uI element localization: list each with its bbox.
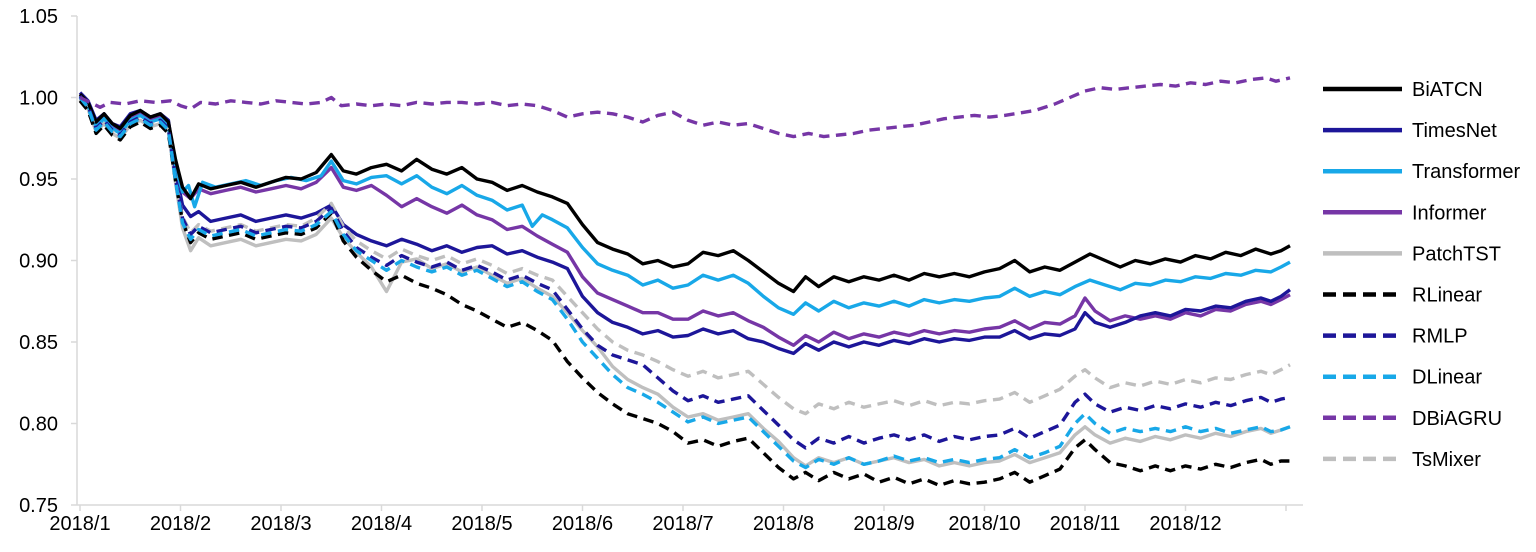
- legend-label: DBiAGRU: [1412, 408, 1502, 430]
- x-tick-label: 2018/3: [250, 513, 311, 535]
- series-line-Transformer: [78, 94, 1291, 316]
- x-tick-label: 2018/12: [1149, 513, 1221, 535]
- legend-label: Informer: [1412, 202, 1487, 224]
- series-line-PatchTST: [78, 98, 1291, 468]
- y-tick-label: 1.05: [19, 6, 58, 28]
- legend-item-Informer: Informer: [1323, 202, 1487, 224]
- legend-item-DLinear: DLinear: [1323, 367, 1482, 389]
- x-tick-label: 2018/2: [150, 513, 211, 535]
- legend-item-Transformer: Transformer: [1323, 161, 1521, 183]
- x-tick-label: 2018/4: [351, 513, 412, 535]
- legend-label: PatchTST: [1412, 243, 1501, 265]
- legend-item-BiATCN: BiATCN: [1323, 79, 1483, 101]
- legend-item-TimesNet: TimesNet: [1323, 120, 1497, 142]
- series-line-TsMixer: [78, 98, 1291, 416]
- x-tick-label: 2018/6: [552, 513, 613, 535]
- legend-label: TsMixer: [1412, 449, 1481, 471]
- series-line-BiATCN: [78, 93, 1291, 294]
- legend-item-TsMixer: TsMixer: [1323, 449, 1481, 471]
- x-tick-label: 2018/7: [652, 513, 713, 535]
- y-tick-label: 0.90: [19, 251, 58, 273]
- series-line-DLinear: [78, 96, 1291, 470]
- series-line-TimesNet: [78, 91, 1292, 356]
- y-tick-label: 0.85: [19, 332, 58, 354]
- legend-item-RLinear: RLinear: [1323, 285, 1482, 307]
- legend-item-RMLP: RMLP: [1323, 326, 1468, 348]
- y-tick-label: 0.95: [19, 169, 58, 191]
- legend-label: TimesNet: [1412, 120, 1497, 142]
- legend-label: DLinear: [1412, 367, 1482, 389]
- legend-item-DBiAGRU: DBiAGRU: [1323, 408, 1502, 430]
- x-tick-label: 2018/10: [948, 513, 1020, 535]
- x-tick-label: 2018/11: [1050, 513, 1121, 535]
- x-tick-label: 2018/8: [753, 513, 814, 535]
- x-tick-label: 2018/1: [49, 513, 110, 535]
- legend-label: BiATCN: [1412, 79, 1483, 101]
- legend-item-PatchTST: PatchTST: [1323, 243, 1501, 265]
- series-line-RMLP: [78, 94, 1291, 450]
- x-tick-label: 2018/9: [853, 513, 914, 535]
- y-tick-label: 1.00: [19, 88, 58, 110]
- y-tick-label: 0.80: [19, 414, 58, 436]
- x-tick-label: 2018/5: [451, 513, 512, 535]
- series-line-Informer: [78, 96, 1291, 347]
- legend-label: Transformer: [1412, 161, 1521, 183]
- legend-label: RMLP: [1412, 326, 1468, 348]
- y-tick-label: 0.75: [19, 495, 58, 517]
- legend-label: RLinear: [1412, 285, 1482, 307]
- series-line-DBiAGRU: [79, 76, 1291, 139]
- series-line-RLinear: [78, 99, 1290, 488]
